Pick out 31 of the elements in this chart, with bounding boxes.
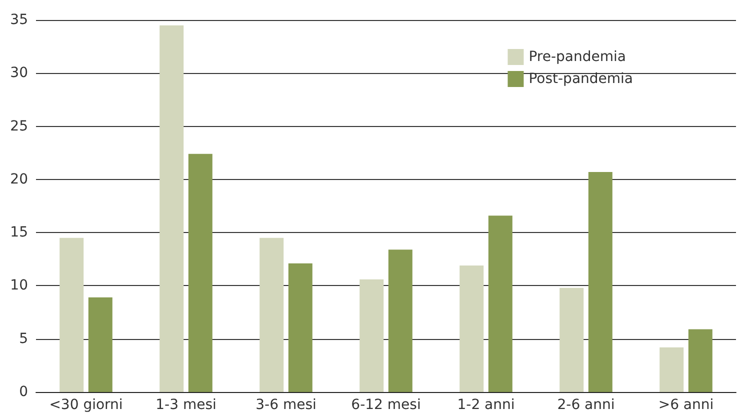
bar [360, 279, 384, 392]
y-tick-label: 10 [10, 278, 28, 294]
y-tick-label: 30 [10, 65, 28, 82]
bar [388, 250, 412, 392]
x-tick-label: 6-12 mesi [351, 397, 421, 413]
bar [260, 238, 284, 392]
bar [660, 347, 684, 392]
x-tick-label: 1-2 anni [457, 397, 515, 413]
bar [588, 172, 612, 392]
x-tick-label: 3-6 mesi [256, 397, 316, 413]
x-tick-label: <30 giorni [49, 397, 123, 413]
bar [160, 25, 184, 392]
bar [560, 288, 584, 392]
legend-label: Pre-pandemia [528, 49, 626, 65]
bar [460, 266, 484, 392]
bar [688, 329, 712, 392]
bar [60, 238, 84, 392]
x-tick-label: 2-6 anni [557, 397, 615, 413]
y-tick-label: 35 [10, 12, 28, 28]
y-tick-label: 25 [10, 118, 28, 134]
bar [88, 297, 112, 392]
y-tick-label: 5 [19, 330, 28, 347]
y-tick-label: 15 [10, 224, 28, 241]
legend-label: Post-pandemia [528, 71, 634, 87]
bar [488, 216, 512, 392]
bar [288, 263, 312, 392]
x-tick-label: >6 anni [658, 397, 714, 413]
y-tick-label: 0 [19, 384, 28, 400]
bar [188, 154, 212, 392]
y-tick-label: 20 [10, 171, 28, 188]
x-tick-label: 1-3 mesi [156, 397, 216, 413]
